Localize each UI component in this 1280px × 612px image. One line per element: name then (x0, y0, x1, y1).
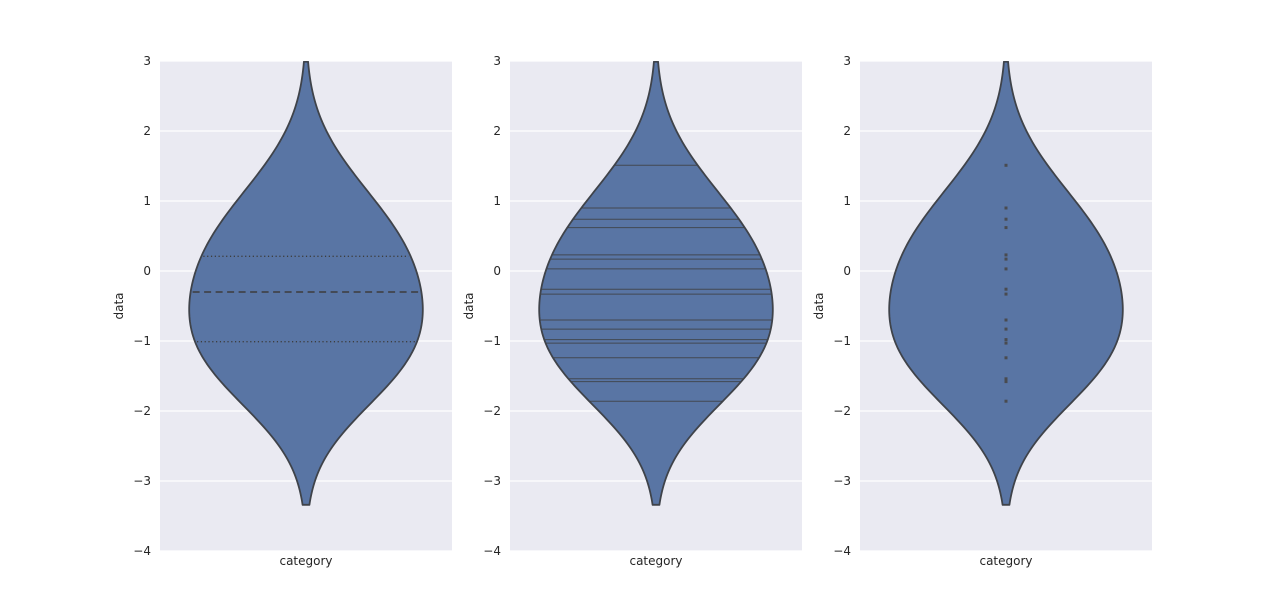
y-tick-label: 3 (843, 54, 851, 68)
point-marker (1004, 399, 1008, 403)
y-tick-label: −4 (833, 544, 851, 558)
point-marker (1004, 356, 1008, 360)
y-tick-label: −1 (833, 334, 851, 348)
point-marker (1004, 377, 1008, 381)
y-tick-label: 1 (843, 194, 851, 208)
point-marker (1004, 327, 1008, 331)
y-tick-label: 2 (493, 124, 501, 138)
y-tick-label: 0 (493, 264, 501, 278)
y-tick-label: −3 (833, 474, 851, 488)
point-marker (1004, 206, 1008, 210)
violin-panel-stick: 3 2 1 0 −1 −2 −3 −4 data category (462, 54, 802, 568)
y-tick-label: 0 (143, 264, 151, 278)
point-marker (1004, 292, 1008, 296)
axes-stick (510, 61, 802, 551)
y-tick-label: −2 (133, 404, 151, 418)
y-tick-label: −1 (133, 334, 151, 348)
axes-quartile (160, 61, 452, 551)
y-tick-label: −3 (133, 474, 151, 488)
x-axis-label: category (279, 554, 333, 568)
violin-panel-point: 3 2 1 0 −1 −2 −3 −4 data category (812, 54, 1152, 568)
y-tick-labels-quartile: 3 2 1 0 −1 −2 −3 −4 (110, 54, 151, 558)
y-tick-labels-stick: 3 2 1 0 −1 −2 −3 −4 (460, 54, 501, 558)
y-tick-label: 1 (493, 194, 501, 208)
point-marker (1004, 163, 1008, 167)
violin-kde-shape (888, 61, 1124, 506)
point-marker (1004, 267, 1008, 271)
violin-kde-shape (538, 61, 774, 506)
axes-point (860, 61, 1152, 551)
point-marker (1004, 341, 1008, 345)
x-axis-label: category (979, 554, 1033, 568)
y-tick-label: 2 (143, 124, 151, 138)
y-tick-label: 2 (843, 124, 851, 138)
y-tick-labels-point: 3 2 1 0 −1 −2 −3 −4 (810, 54, 851, 558)
y-tick-label: −2 (833, 404, 851, 418)
y-tick-label: −4 (133, 544, 151, 558)
point-marker (1004, 226, 1008, 230)
y-tick-label: −3 (483, 474, 501, 488)
point-marker (1004, 287, 1008, 291)
point-marker (1004, 380, 1008, 384)
x-axis-label: category (629, 554, 683, 568)
y-tick-label: −1 (483, 334, 501, 348)
y-tick-label: −2 (483, 404, 501, 418)
y-tick-label: 3 (493, 54, 501, 68)
violin-kde-shape (188, 61, 424, 506)
y-axis-label: data (812, 292, 826, 320)
y-tick-label: 0 (843, 264, 851, 278)
y-tick-label: 1 (143, 194, 151, 208)
y-axis-label: data (462, 292, 476, 320)
y-tick-label: −4 (483, 544, 501, 558)
point-marker (1004, 318, 1008, 322)
point-marker (1004, 338, 1008, 342)
point-marker (1004, 257, 1008, 261)
y-axis-label: data (112, 292, 126, 320)
y-tick-label: 3 (143, 54, 151, 68)
violin-panel-quartile: 3 2 1 0 −1 −2 −3 −4 data category (112, 54, 452, 568)
point-marker (1004, 217, 1008, 221)
point-marker (1004, 253, 1008, 257)
